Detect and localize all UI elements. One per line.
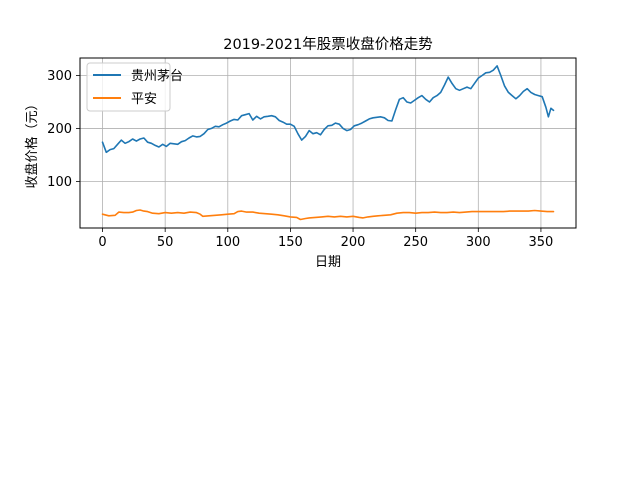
x-axis-label: 日期 bbox=[315, 255, 341, 270]
chart-title: 2019-2021年股票收盘价格走势 bbox=[223, 35, 433, 53]
plot-frame bbox=[79, 57, 577, 229]
x-tick-label: 350 bbox=[529, 235, 554, 250]
x-tick-label: 300 bbox=[466, 235, 491, 250]
x-tick-label: 100 bbox=[215, 235, 240, 250]
x-tick-label: 0 bbox=[98, 235, 106, 250]
series-layer bbox=[101, 65, 555, 221]
x-tick-label: 150 bbox=[278, 235, 303, 250]
series-line-0 bbox=[101, 65, 555, 154]
x-tick-label: 50 bbox=[157, 235, 174, 250]
series-line-1 bbox=[101, 209, 555, 221]
legend: 贵州茅台 平安 bbox=[86, 62, 183, 112]
y-axis-label: 收盘价格（元） bbox=[24, 97, 40, 188]
axis-ticks: 0 50 100 150 200 250 300 350 100 200 300 bbox=[47, 69, 553, 250]
legend-label-pingan: 平安 bbox=[131, 92, 157, 107]
y-tick-label: 200 bbox=[47, 122, 72, 137]
y-tick-label: 100 bbox=[47, 175, 72, 190]
y-tick-label: 300 bbox=[47, 69, 72, 84]
legend-label-maotai: 贵州茅台 bbox=[131, 69, 183, 84]
x-tick-label: 200 bbox=[341, 235, 366, 250]
x-tick-label: 250 bbox=[403, 235, 428, 250]
